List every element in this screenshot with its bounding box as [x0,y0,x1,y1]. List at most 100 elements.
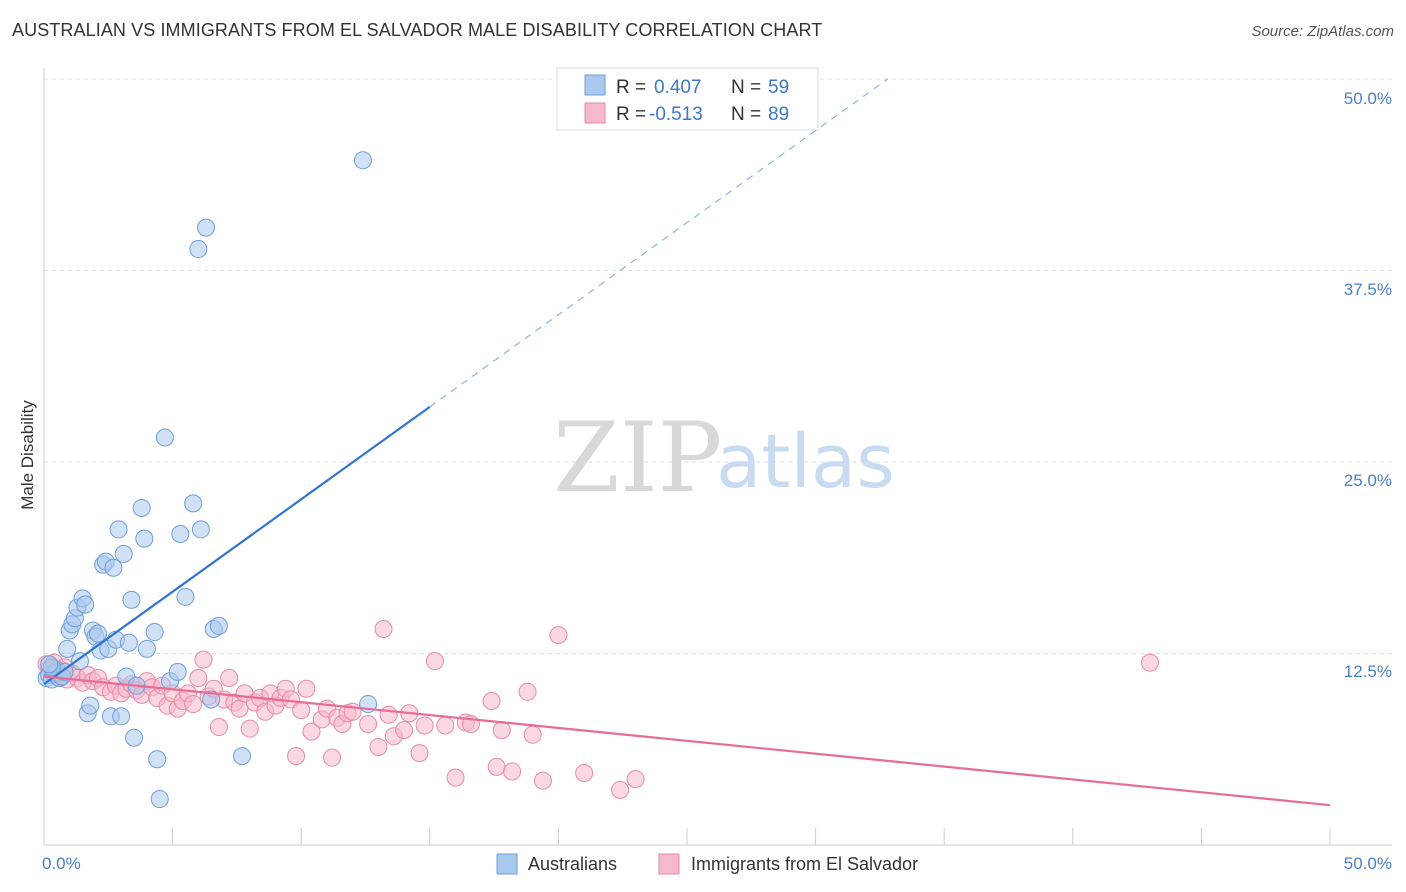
point-australians [71,652,90,671]
point-australians [155,428,174,447]
x-tick-label: 50.0% [1344,854,1392,873]
y-tick-label: 37.5% [1344,280,1392,299]
point-el-salvador [425,652,444,671]
legend-bottom-swatch-pink [658,853,680,875]
legend-r-value-blue: 0.407 [654,77,702,98]
point-australians [184,494,203,513]
point-australians [176,587,195,606]
point-el-salvador [503,762,522,781]
point-australians [233,747,252,766]
point-australians [132,498,151,517]
legend-r-label: R = [616,77,646,98]
trend-line-australians-extension [429,78,888,408]
point-australians [209,616,228,635]
point-el-salvador [209,718,228,737]
point-el-salvador [436,716,455,735]
point-el-salvador [487,757,506,776]
point-el-salvador [287,747,306,766]
trend-line-australians [43,405,431,686]
point-australians [76,595,95,614]
point-australians [202,690,221,709]
watermark-atlas: atlas [716,419,895,505]
point-el-salvador [240,719,259,738]
y-axis-label: Male Disability [18,400,37,510]
legend-swatch-pink [584,102,606,124]
point-el-salvador [492,721,511,740]
point-australians [104,558,123,577]
point-el-salvador [189,669,208,688]
point-australians [89,624,108,643]
grid-lines [44,78,1392,654]
chart-title: AUSTRALIAN VS IMMIGRANTS FROM EL SALVADO… [12,20,823,40]
point-australians [145,623,164,642]
point-el-salvador [575,763,594,782]
point-australians [189,240,208,259]
trend-lines [43,78,1331,807]
x-tick-label: 0.0% [42,854,81,873]
point-el-salvador [374,619,393,638]
point-el-salvador [292,701,311,720]
point-el-salvador [323,748,342,767]
point-el-salvador [369,737,388,756]
point-australians [81,696,100,715]
x-axis-ticks [172,828,1331,845]
point-australians [40,655,59,674]
point-el-salvador [410,744,429,763]
point-australians [148,750,167,769]
point-el-salvador [297,679,316,698]
legend-bottom-el-salvador: Immigrants from El Salvador [691,854,918,874]
point-el-salvador [395,721,414,740]
point-el-salvador [446,768,465,787]
legend-bottom-australians: Australians [528,854,617,874]
legend-r-value-pink: -0.513 [649,104,703,125]
legend-top: R = 0.407 N = 59 R = -0.513 N = 89 [556,67,819,131]
point-el-salvador [379,705,398,724]
point-el-salvador [359,714,378,733]
point-el-salvador [302,722,321,741]
point-el-salvador [523,725,542,744]
point-el-salvador [194,650,213,669]
point-australians [114,544,133,563]
point-australians [171,525,190,544]
point-australians [168,662,187,681]
trend-line-el-salvador [43,675,1331,807]
point-el-salvador [230,699,249,718]
legend-n-value-blue: 59 [768,77,789,98]
point-australians [197,218,216,237]
point-el-salvador [518,682,537,701]
point-australians [112,707,131,726]
y-tick-label: 25.0% [1344,471,1392,490]
watermark-zip: ZIP [553,402,722,514]
legend-n-label: N = [731,104,761,125]
point-australians [125,728,144,747]
y-tick-label: 50.0% [1344,89,1392,108]
chart-source: Source: ZipAtlas.com [1251,23,1394,40]
legend-n-value-pink: 89 [768,104,789,125]
point-el-salvador [482,691,501,710]
point-el-salvador [184,695,203,714]
point-australians [109,520,128,539]
legend-bottom-swatch-blue [496,853,518,875]
legend-n-label: N = [731,77,761,98]
point-el-salvador [220,669,239,688]
point-el-salvador [533,771,552,790]
point-el-salvador [611,780,630,799]
point-el-salvador [549,626,568,645]
legend-r-label: R = [616,104,646,125]
point-australians [150,790,169,809]
point-el-salvador [415,716,434,735]
legend-bottom: Australians Immigrants from El Salvador [496,853,918,875]
point-australians [137,639,156,658]
legend-swatch-blue [584,74,606,96]
point-el-salvador [1140,653,1159,672]
y-tick-label: 12.5% [1344,662,1392,681]
point-australians [191,520,210,539]
point-australians [122,590,141,609]
point-el-salvador [626,770,645,789]
point-australians [119,633,138,652]
point-australians [135,529,154,548]
point-australians [353,151,372,170]
series-australians [37,151,378,809]
point-australians [58,639,77,658]
